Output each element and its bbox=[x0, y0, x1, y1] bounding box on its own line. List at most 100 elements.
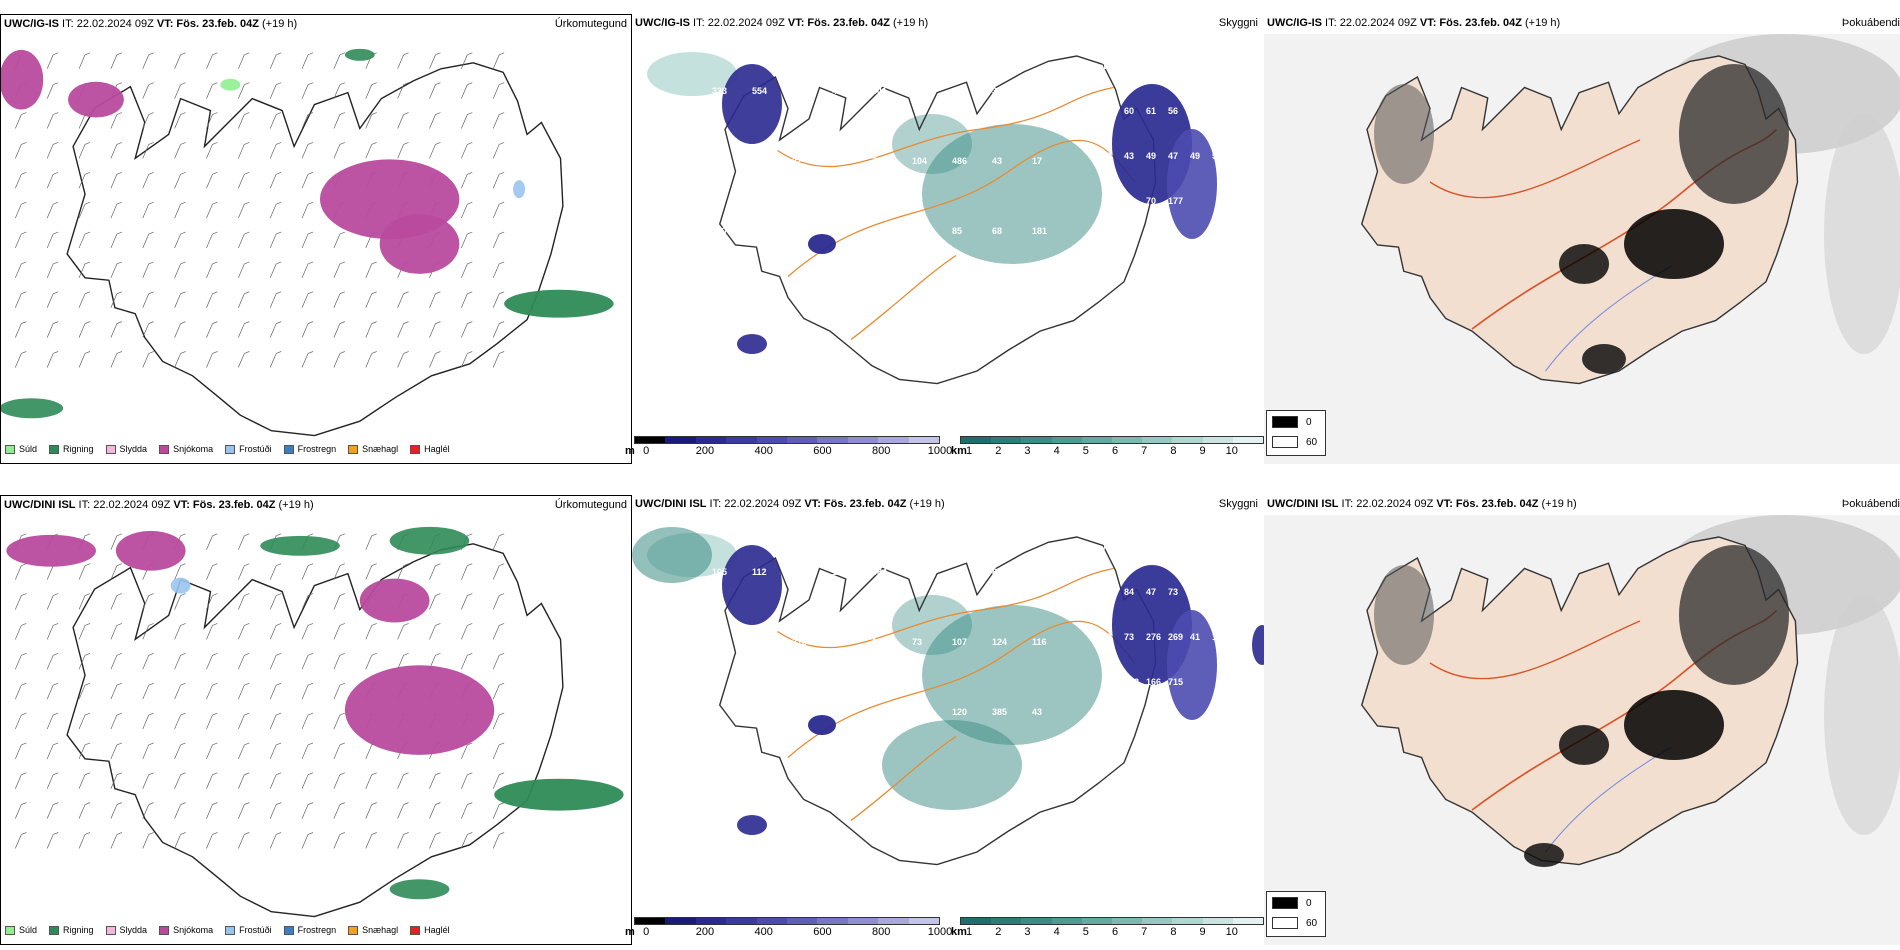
wind-barb-flag bbox=[307, 802, 314, 805]
colorbar-swatch bbox=[1202, 918, 1233, 924]
fog-dense bbox=[1559, 725, 1609, 765]
wind-barb-flag bbox=[499, 201, 505, 205]
colorbar-swatch bbox=[991, 918, 1022, 924]
wind-barb-flag bbox=[116, 351, 122, 354]
wind-barb bbox=[238, 625, 245, 640]
colorbar-tick-label: 9 bbox=[1199, 445, 1206, 457]
legend-item: Frostúði bbox=[225, 444, 272, 454]
wind-barb bbox=[238, 535, 245, 550]
wind-barb bbox=[238, 293, 245, 308]
colorbar-unit: km bbox=[951, 926, 967, 938]
wind-barb bbox=[365, 565, 373, 580]
colorbar-swatch bbox=[817, 918, 848, 924]
wind-barb-flag bbox=[276, 112, 282, 115]
wind-barb bbox=[365, 744, 373, 759]
wind-barb bbox=[142, 144, 150, 159]
wind-barb bbox=[269, 774, 277, 789]
wind-barb-flag bbox=[116, 231, 122, 235]
wind-barb-flag bbox=[84, 52, 91, 56]
legend-swatch bbox=[105, 444, 116, 454]
wind-barb-flag bbox=[371, 533, 377, 537]
wind-barb-flag bbox=[21, 712, 27, 716]
wind-barb-flag bbox=[467, 802, 473, 805]
wind-barb-flag bbox=[116, 802, 122, 805]
wind-barb bbox=[206, 685, 213, 700]
colorbar-swatch bbox=[878, 437, 909, 443]
drizzle-area bbox=[220, 78, 241, 91]
wind-barb-flag bbox=[467, 351, 473, 354]
legend-swatch bbox=[159, 925, 170, 935]
wind-barb-flag bbox=[499, 321, 505, 324]
wind-barb-flag bbox=[21, 533, 27, 537]
wind-barb bbox=[174, 323, 181, 338]
colorbar-tick-label: 5 bbox=[1082, 445, 1089, 457]
wind-barb bbox=[333, 293, 341, 308]
wind-barb bbox=[110, 263, 118, 278]
wind-barb-flag bbox=[21, 652, 27, 656]
wind-barb-flag bbox=[116, 652, 122, 656]
colorbar-swatches bbox=[634, 436, 940, 444]
wind-barb-flag bbox=[307, 112, 314, 115]
wind-barb bbox=[174, 233, 181, 249]
wind-barb-flag bbox=[499, 802, 505, 805]
visibility-area bbox=[882, 720, 1022, 810]
wind-barb-flag bbox=[84, 533, 91, 537]
wind-barb-flag bbox=[244, 652, 250, 656]
wind-barb bbox=[142, 84, 150, 99]
wind-barb bbox=[174, 774, 181, 789]
wind-barb bbox=[206, 625, 213, 640]
wind-barb-flag bbox=[339, 652, 346, 656]
wind-barb bbox=[78, 204, 86, 219]
wind-barb bbox=[142, 233, 150, 249]
wind-barb bbox=[429, 54, 436, 69]
colorbar-swatch bbox=[908, 918, 940, 924]
wind-barb bbox=[78, 595, 86, 610]
cloud-base-value: 57 bbox=[712, 707, 722, 717]
wind-barb-flag bbox=[84, 712, 91, 716]
wind-barb bbox=[78, 323, 86, 338]
wind-barb-flag bbox=[403, 82, 409, 86]
colorbar-tick-label: 6 bbox=[1111, 445, 1119, 457]
wind-barb bbox=[46, 625, 54, 640]
road-line bbox=[777, 567, 1114, 649]
wind-barb bbox=[461, 744, 468, 759]
precip-panel-row1: UWC/IG-IS IT: 22.02.2024 09Z VT: Fös. 23… bbox=[0, 14, 632, 464]
wind-barb bbox=[206, 565, 213, 580]
wind-barb bbox=[333, 655, 341, 670]
cloud-base-value: 70 bbox=[1168, 542, 1178, 552]
wind-barb bbox=[78, 174, 86, 189]
wind-barb bbox=[365, 834, 373, 849]
wind-barb-flag bbox=[435, 321, 441, 324]
cloud-base-value: 41 bbox=[1190, 632, 1200, 642]
wind-barb bbox=[269, 744, 277, 759]
wind-barb bbox=[238, 595, 245, 610]
wind-barb bbox=[110, 714, 118, 730]
wind-barb bbox=[110, 323, 118, 338]
colorbar-swatch bbox=[1232, 437, 1264, 443]
wind-barb-flag bbox=[244, 112, 250, 115]
wind-barb bbox=[174, 54, 181, 69]
wind-barb-flag bbox=[499, 291, 505, 295]
colorbar-tick-label: 6 bbox=[1111, 926, 1119, 938]
wind-barb-flag bbox=[403, 112, 409, 115]
wind-barb bbox=[492, 54, 500, 69]
wind-barb bbox=[333, 685, 341, 700]
wind-barb-flag bbox=[148, 742, 154, 746]
cloud-base-value: 72 bbox=[1190, 542, 1200, 552]
wind-barb bbox=[301, 204, 309, 219]
rain-area bbox=[389, 526, 470, 555]
wind-barb bbox=[492, 204, 500, 219]
cloud-base-value: 213 bbox=[912, 707, 927, 717]
legend-item: Frostúði bbox=[225, 925, 272, 935]
panel-field-label: Úrkomutegund bbox=[554, 499, 627, 511]
wind-barb-flag bbox=[212, 171, 218, 175]
wind-barb-flag bbox=[84, 682, 91, 686]
wind-barb-flag bbox=[339, 82, 346, 86]
cloud-base-value: 157 bbox=[1212, 632, 1227, 642]
legend-item: Frostregn bbox=[283, 444, 336, 454]
wind-barb-flag bbox=[244, 52, 250, 56]
wind-barb-flag bbox=[467, 533, 473, 537]
wind-barb-flag bbox=[467, 261, 473, 265]
colorbar-ticks: 0 200 400 600 800 1000 bbox=[634, 444, 952, 458]
wind-barb-flag bbox=[53, 201, 59, 205]
